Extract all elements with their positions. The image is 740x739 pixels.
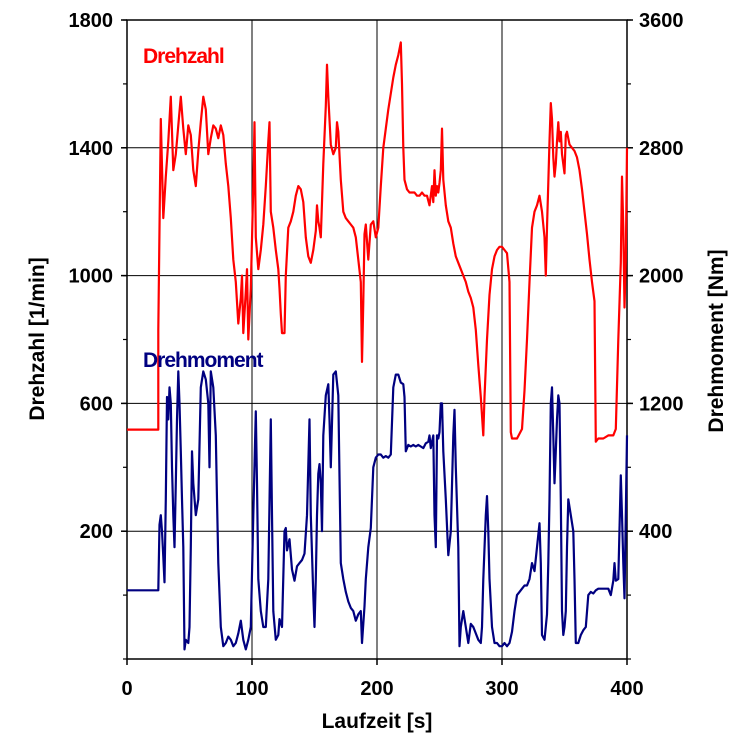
y-right-tick-label: 1200 bbox=[639, 393, 684, 415]
y-left-tick-label: 1000 bbox=[69, 266, 114, 288]
y-axis-left-title: Drehzahl [1/min] bbox=[26, 257, 49, 420]
y-right-tick-label: 2800 bbox=[639, 138, 684, 160]
series-label-drehzahl: Drehzahl bbox=[143, 45, 224, 68]
y-left-tick-label: 1400 bbox=[69, 138, 114, 160]
x-tick-label: 200 bbox=[360, 678, 393, 700]
y-left-tick-label: 600 bbox=[80, 393, 113, 415]
x-tick-label: 0 bbox=[121, 678, 132, 700]
series-label-drehmoment: Drehmoment bbox=[143, 349, 264, 372]
y-right-tick-label: 400 bbox=[639, 521, 672, 543]
x-tick-label: 300 bbox=[485, 678, 518, 700]
y-axis-right-title: Drehmoment [Nm] bbox=[705, 249, 728, 432]
y-right-tick-label: 2000 bbox=[639, 266, 684, 288]
x-tick-label: 100 bbox=[235, 678, 268, 700]
x-axis-title: Laufzeit [s] bbox=[322, 710, 433, 733]
y-left-tick-label: 1800 bbox=[69, 10, 114, 32]
y-right-tick-label: 3600 bbox=[639, 10, 684, 32]
y-left-tick-label: 200 bbox=[80, 521, 113, 543]
x-tick-label: 400 bbox=[610, 678, 643, 700]
